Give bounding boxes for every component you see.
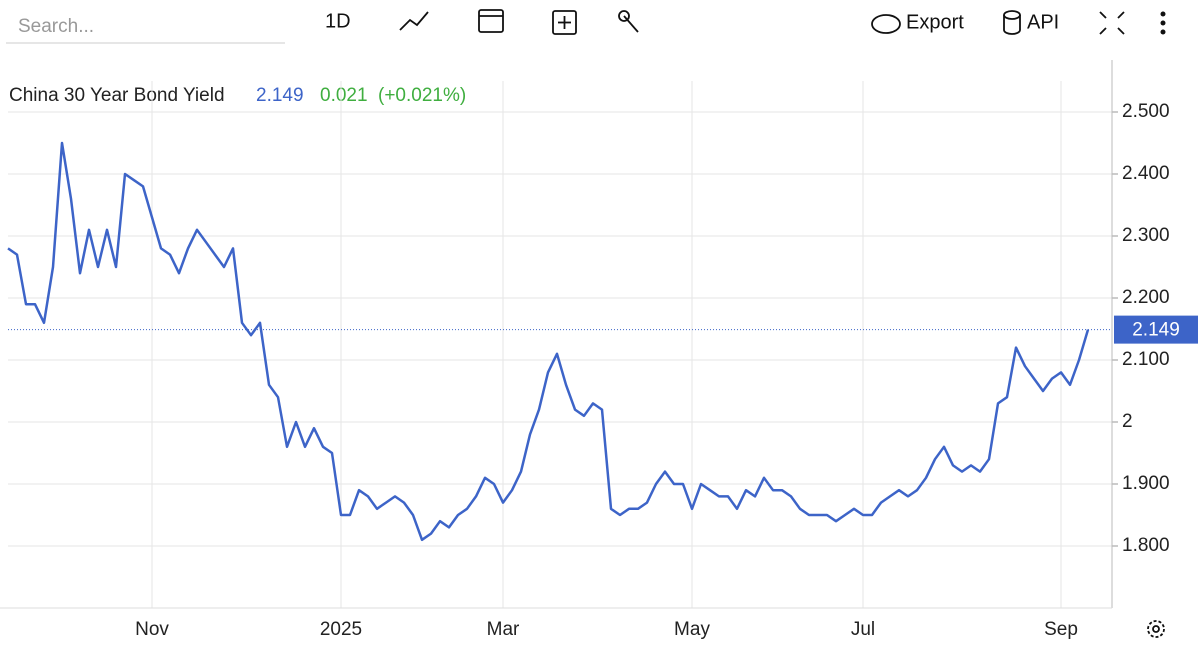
add-indicator-icon[interactable] <box>552 10 577 35</box>
fullscreen-icon[interactable] <box>1099 11 1125 35</box>
x-tick-label: 2025 <box>320 619 362 640</box>
x-tick-label: Mar <box>487 619 520 640</box>
chart-title: China 30 Year Bond Yield <box>9 85 225 106</box>
change: 0.021 <box>320 85 368 106</box>
x-tick-label: May <box>674 619 710 640</box>
last-value-badge <box>1114 315 1198 344</box>
export-label: Export <box>906 11 964 33</box>
more-menu[interactable] <box>1160 11 1166 35</box>
plot-area: 1.800 1.900 2 2.100 2.200 2.300 2.400 2.500 Nov 2… <box>0 60 1198 640</box>
export-button[interactable]: Export <box>871 11 964 34</box>
chart-type-icon[interactable] <box>399 11 429 31</box>
x-tick-label: Nov <box>135 619 169 640</box>
api-button[interactable]: API <box>1003 10 1059 35</box>
price-line <box>7 141 1090 542</box>
change-percent: (+0.021%) <box>378 85 466 106</box>
last-value-label: 2.149 <box>1132 320 1180 341</box>
x-tick-label: Sep <box>1044 619 1078 640</box>
y-tick-label: 2.500 <box>1122 101 1170 122</box>
settings-wrench-icon[interactable] <box>618 10 639 33</box>
last-price: 2.149 <box>256 85 304 106</box>
interval-button[interactable]: 1D <box>325 10 351 32</box>
search-box[interactable]: Search... <box>18 16 94 37</box>
calendar-icon[interactable] <box>478 9 504 33</box>
y-tick-label: 1.900 <box>1122 473 1170 494</box>
y-tick-label: 2.400 <box>1122 163 1170 184</box>
y-tick-label: 2.300 <box>1122 225 1170 246</box>
y-tick-label: 2 <box>1122 411 1133 432</box>
settings-gear[interactable] <box>1147 620 1165 638</box>
api-label: API <box>1027 11 1059 33</box>
y-tick-label: 2.200 <box>1122 287 1170 308</box>
y-tick-label: 1.800 <box>1122 535 1170 556</box>
x-tick-label: Jul <box>851 619 875 640</box>
y-tick-label: 2.100 <box>1122 349 1170 370</box>
